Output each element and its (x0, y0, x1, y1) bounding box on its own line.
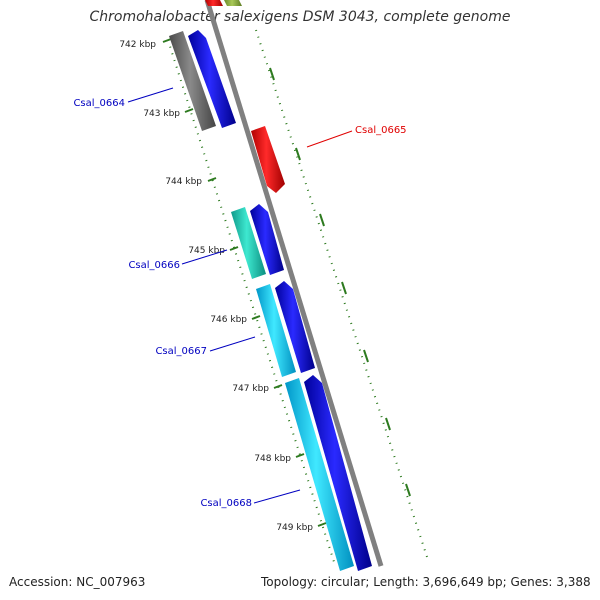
inner-tick-ring (167, 39, 336, 566)
cog-feature-0668 (285, 378, 354, 571)
gene-label-csal-0665: Csal_0665 (355, 125, 407, 136)
reverse-cds-partial (205, 0, 223, 6)
tick-748 (295, 453, 305, 458)
tick-label: 748 kbp (254, 454, 291, 464)
tick-label: 744 kbp (165, 177, 202, 187)
outer-tick (269, 67, 275, 81)
cog-feature-0667 (256, 284, 296, 377)
outer-tick (295, 147, 301, 161)
tick-label: 742 kbp (119, 40, 156, 50)
outer-tick (405, 483, 411, 497)
gene-csal-0664 (188, 30, 236, 128)
gene-csal-0667 (275, 281, 315, 373)
label-leader (181, 249, 228, 265)
gene-csal-0668 (304, 375, 372, 571)
gene-label-csal-0668: Csal_0668 (200, 498, 252, 509)
cog-olive-partial (224, 0, 242, 6)
tick-749 (317, 522, 327, 527)
summary-text: Topology: circular; Length: 3,696,649 bp… (261, 575, 591, 589)
label-leader (209, 336, 256, 352)
accession-text: Accession: NC_007963 (9, 575, 146, 589)
gene-label-csal-0664: Csal_0664 (73, 98, 125, 109)
tick-742 (162, 38, 172, 43)
outer-tick (341, 281, 347, 295)
outer-tick (385, 417, 391, 431)
label-leader (253, 489, 301, 504)
tick-label: 746 kbp (210, 315, 247, 325)
tick-745 (229, 246, 239, 251)
cog-feature-0666 (231, 207, 266, 279)
outer-tick (363, 349, 369, 363)
tick-747 (273, 384, 283, 389)
label-leader (306, 130, 353, 148)
genome-backbone (204, 0, 384, 567)
tick-label: 747 kbp (232, 384, 269, 394)
gene-label-csal-0666: Csal_0666 (128, 260, 180, 271)
outer-tick (319, 213, 325, 227)
tick-label: 743 kbp (143, 109, 180, 119)
map-title: Chromohalobacter salexigens DSM 3043, co… (89, 9, 511, 25)
tick-label: 749 kbp (276, 523, 313, 533)
label-leader (127, 87, 174, 103)
cog-feature-0664 (169, 31, 216, 131)
tick-744 (207, 177, 217, 182)
tick-746 (251, 315, 261, 320)
tick-label: 745 kbp (188, 246, 225, 256)
gene-label-csal-0667: Csal_0667 (155, 346, 207, 357)
tick-743 (184, 108, 194, 113)
gene-csal-0665 (251, 126, 285, 193)
gene-csal-0666 (250, 204, 284, 275)
